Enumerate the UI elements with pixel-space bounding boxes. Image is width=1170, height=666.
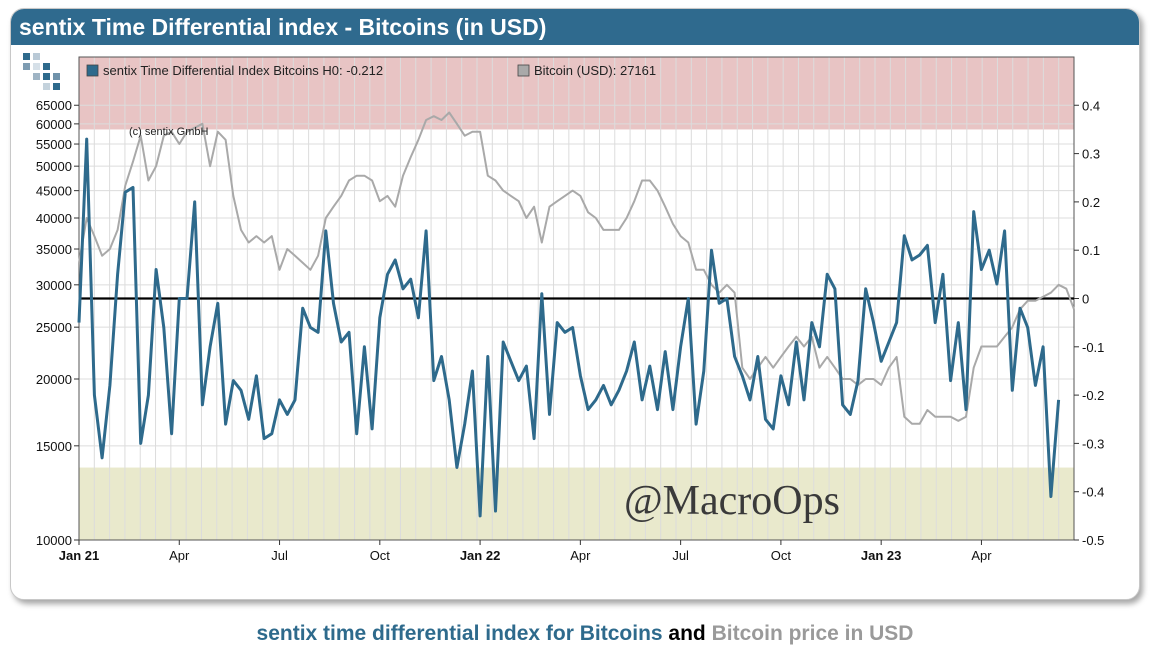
x-tick-label: Jul bbox=[672, 548, 689, 563]
chart-svg: 10000 15000 20000 25000 30000 35000 40000 45000… bbox=[23, 53, 1104, 563]
right-tick-label: -0.4 bbox=[1082, 485, 1104, 500]
left-tick-label: 35000 bbox=[36, 242, 72, 257]
watermark: @MacroOps bbox=[624, 478, 840, 524]
band-1 bbox=[79, 467, 1074, 540]
caption: sentix time differential index for Bitco… bbox=[0, 622, 1170, 646]
caption-and: and bbox=[662, 622, 712, 645]
left-tick-label: 30000 bbox=[36, 278, 72, 293]
right-tick-label: -0.1 bbox=[1082, 340, 1104, 355]
left-tick-label: 50000 bbox=[36, 159, 72, 174]
left-tick-label: 40000 bbox=[36, 211, 72, 226]
left-tick-label: 20000 bbox=[36, 372, 72, 387]
sentix-series-line bbox=[77, 137, 1061, 518]
right-tick-label: 0.2 bbox=[1082, 195, 1100, 210]
bitcoin-series-line bbox=[78, 111, 1075, 425]
x-tick-label: Jan 21 bbox=[59, 548, 99, 563]
left-tick-label: 25000 bbox=[36, 320, 72, 335]
x-tick-label: Jan 23 bbox=[861, 548, 901, 563]
left-tick-label: 45000 bbox=[36, 184, 72, 199]
copyright-label: (c) sentix GmbH bbox=[129, 126, 209, 138]
x-tick-label: Apr bbox=[570, 548, 591, 563]
chart-title: sentix Time Differential index - Bitcoin… bbox=[11, 9, 1139, 45]
right-tick-label: -0.3 bbox=[1082, 436, 1104, 451]
sentix-logo-icon bbox=[23, 53, 60, 90]
right-tick-label: -0.5 bbox=[1082, 533, 1104, 548]
x-tick-label: Jan 22 bbox=[460, 548, 500, 563]
x-tick-label: Oct bbox=[771, 548, 792, 563]
left-tick-label: 15000 bbox=[36, 439, 72, 454]
left-tick-label: 65000 bbox=[36, 98, 72, 113]
left-tick-label: 10000 bbox=[36, 533, 72, 548]
left-tick-label: 55000 bbox=[36, 137, 72, 152]
right-tick-label: -0.2 bbox=[1082, 388, 1104, 403]
chart-frame: 10000 15000 20000 25000 30000 35000 40000 45000… bbox=[10, 8, 1140, 600]
x-tick-label: Apr bbox=[169, 548, 190, 563]
legend-bitcoin: Bitcoin (USD): 27161 bbox=[534, 63, 656, 78]
legend-swatch-bitcoin bbox=[517, 64, 530, 77]
x-tick-label: Apr bbox=[971, 548, 992, 563]
legend-sentix: sentix Time Differential Index Bitcoins … bbox=[103, 63, 383, 78]
right-tick-label: 0 bbox=[1082, 292, 1089, 307]
x-tick-label: Oct bbox=[370, 548, 391, 563]
right-tick-label: 0.1 bbox=[1082, 243, 1100, 258]
band-0 bbox=[79, 57, 1074, 130]
caption-sentix: sentix time differential index for Bitco… bbox=[256, 622, 663, 645]
right-tick-label: 0.3 bbox=[1082, 147, 1100, 162]
caption-bitcoin: Bitcoin price in USD bbox=[711, 622, 914, 645]
left-tick-label: 60000 bbox=[36, 117, 72, 132]
x-tick-label: Jul bbox=[271, 548, 288, 563]
right-tick-label: 0.4 bbox=[1082, 98, 1100, 113]
legend-swatch-sentix bbox=[86, 64, 99, 77]
